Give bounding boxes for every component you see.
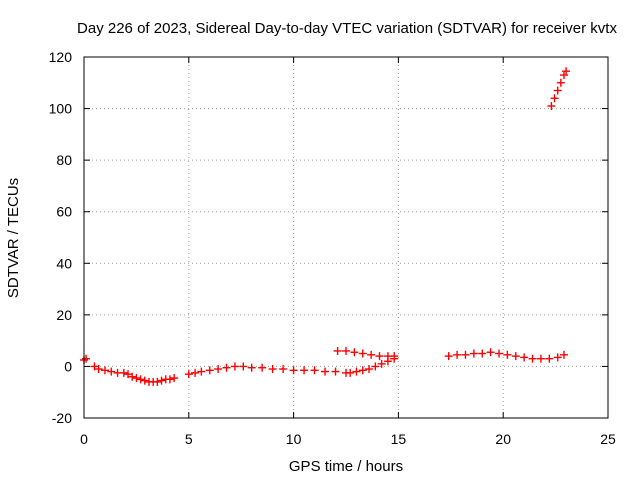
data-point (556, 78, 565, 87)
y-tick-label: 0 (64, 358, 72, 374)
data-point (119, 368, 128, 377)
data-point (107, 367, 116, 376)
data-point (197, 367, 206, 376)
data-point (333, 346, 342, 355)
data-point (503, 350, 512, 359)
data-point (478, 349, 487, 358)
data-point (390, 352, 399, 361)
data-point (128, 372, 137, 381)
y-tick-label: 100 (49, 101, 73, 117)
data-points (80, 67, 571, 386)
axis-ticks (83, 56, 609, 419)
data-point (205, 366, 214, 375)
data-point (367, 350, 376, 359)
data-point (136, 375, 145, 384)
data-point (230, 362, 239, 371)
data-point (461, 350, 470, 359)
y-tick-label: -20 (52, 410, 72, 426)
data-point (279, 365, 288, 374)
data-point (258, 363, 267, 372)
data-point (170, 374, 179, 383)
data-point (375, 352, 384, 361)
chart-title: Day 226 of 2023, Sidereal Day-to-day VTE… (77, 20, 617, 37)
data-point (184, 370, 193, 379)
data-point (140, 376, 149, 385)
data-point (342, 346, 350, 355)
data-point (165, 375, 174, 384)
plot-frame (83, 56, 609, 419)
y-axis-label: SDTVAR / TECUs (5, 178, 22, 298)
data-point (358, 349, 367, 358)
x-tick-label: 10 (286, 431, 302, 447)
data-point (453, 350, 462, 359)
data-point (239, 362, 248, 371)
x-tick-label: 5 (185, 431, 193, 447)
data-point (268, 365, 277, 374)
data-point (352, 367, 361, 376)
data-point (377, 359, 386, 368)
data-point (559, 71, 568, 80)
data-point (528, 354, 537, 363)
data-point (100, 366, 109, 375)
data-point (350, 348, 359, 357)
data-point (346, 368, 355, 377)
data-point (520, 353, 529, 362)
data-point (191, 368, 200, 377)
data-point (511, 352, 520, 361)
y-tick-labels: -20 0 20 40 60 80 100 120 (49, 49, 73, 426)
grid-lines (84, 57, 608, 418)
data-point (214, 365, 223, 374)
x-tick-labels: 0 5 10 15 20 25 (80, 431, 616, 447)
data-point (94, 365, 103, 374)
data-point (547, 101, 556, 110)
data-point (495, 349, 504, 358)
x-axis-label: GPS time / hours (289, 458, 403, 475)
data-point (444, 352, 453, 361)
y-tick-label: 40 (56, 255, 72, 271)
data-point (469, 349, 478, 358)
data-point (153, 377, 162, 386)
data-point (331, 367, 340, 376)
data-point (562, 67, 571, 76)
data-point (358, 366, 367, 375)
data-point (553, 353, 562, 362)
data-point (371, 362, 380, 371)
data-point (536, 354, 545, 363)
x-tick-label: 25 (600, 431, 616, 447)
data-point (222, 363, 231, 372)
data-point (559, 350, 568, 359)
x-tick-label: 20 (495, 431, 511, 447)
y-tick-label: 60 (56, 204, 72, 220)
y-tick-label: 80 (56, 152, 72, 168)
data-point (321, 367, 330, 376)
data-point (545, 354, 554, 363)
data-point (157, 376, 166, 385)
x-tick-label: 0 (80, 431, 88, 447)
y-tick-label: 20 (56, 307, 72, 323)
y-tick-label: 120 (49, 49, 73, 65)
data-point (486, 348, 495, 357)
data-point (310, 366, 319, 375)
data-point (550, 94, 559, 103)
data-point (132, 374, 141, 383)
data-point (300, 366, 309, 375)
data-point (365, 365, 374, 374)
data-point (82, 354, 91, 363)
x-tick-label: 15 (391, 431, 407, 447)
data-point (124, 370, 133, 379)
data-point (90, 362, 99, 371)
data-point (553, 86, 562, 95)
data-point (289, 366, 298, 375)
data-point (247, 363, 256, 372)
